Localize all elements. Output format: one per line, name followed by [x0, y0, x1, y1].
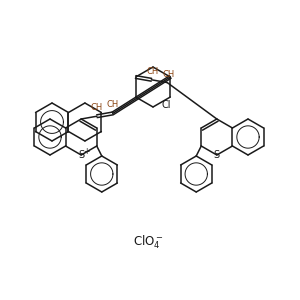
Text: S: S: [78, 150, 84, 160]
Text: ClO$_4^-$: ClO$_4^-$: [133, 233, 163, 251]
Text: +: +: [83, 146, 89, 155]
Text: S: S: [214, 150, 220, 160]
Text: CH: CH: [91, 103, 103, 112]
Text: Cl: Cl: [162, 100, 171, 110]
Text: CH: CH: [146, 67, 159, 76]
Text: CH: CH: [106, 100, 119, 109]
Text: CH: CH: [162, 70, 174, 79]
